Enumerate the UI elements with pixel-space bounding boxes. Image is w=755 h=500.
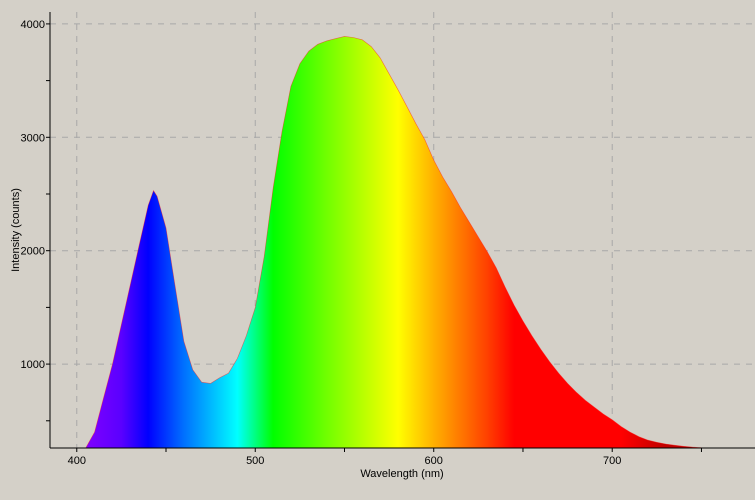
spectrum-edge (85, 36, 711, 449)
x-axis-label: Wavelength (nm) (360, 468, 443, 480)
y-tick-label: 2000 (21, 246, 45, 258)
y-tick-label: 4000 (21, 19, 45, 31)
y-tick-label: 1000 (21, 359, 45, 371)
x-tick-label: 400 (68, 455, 86, 467)
axes (46, 12, 755, 452)
y-axis-label: Intensity (counts) (10, 188, 22, 272)
y-tick-labels: 1000 2000 3000 4000 (21, 19, 45, 371)
x-tick-label: 500 (246, 455, 264, 467)
x-tick-label: 600 (425, 455, 443, 467)
spectrum-area (85, 36, 711, 449)
x-tick-labels: 400 500 600 700 (68, 455, 622, 467)
x-tick-label: 700 (603, 455, 621, 467)
y-tick-label: 3000 (21, 132, 45, 144)
